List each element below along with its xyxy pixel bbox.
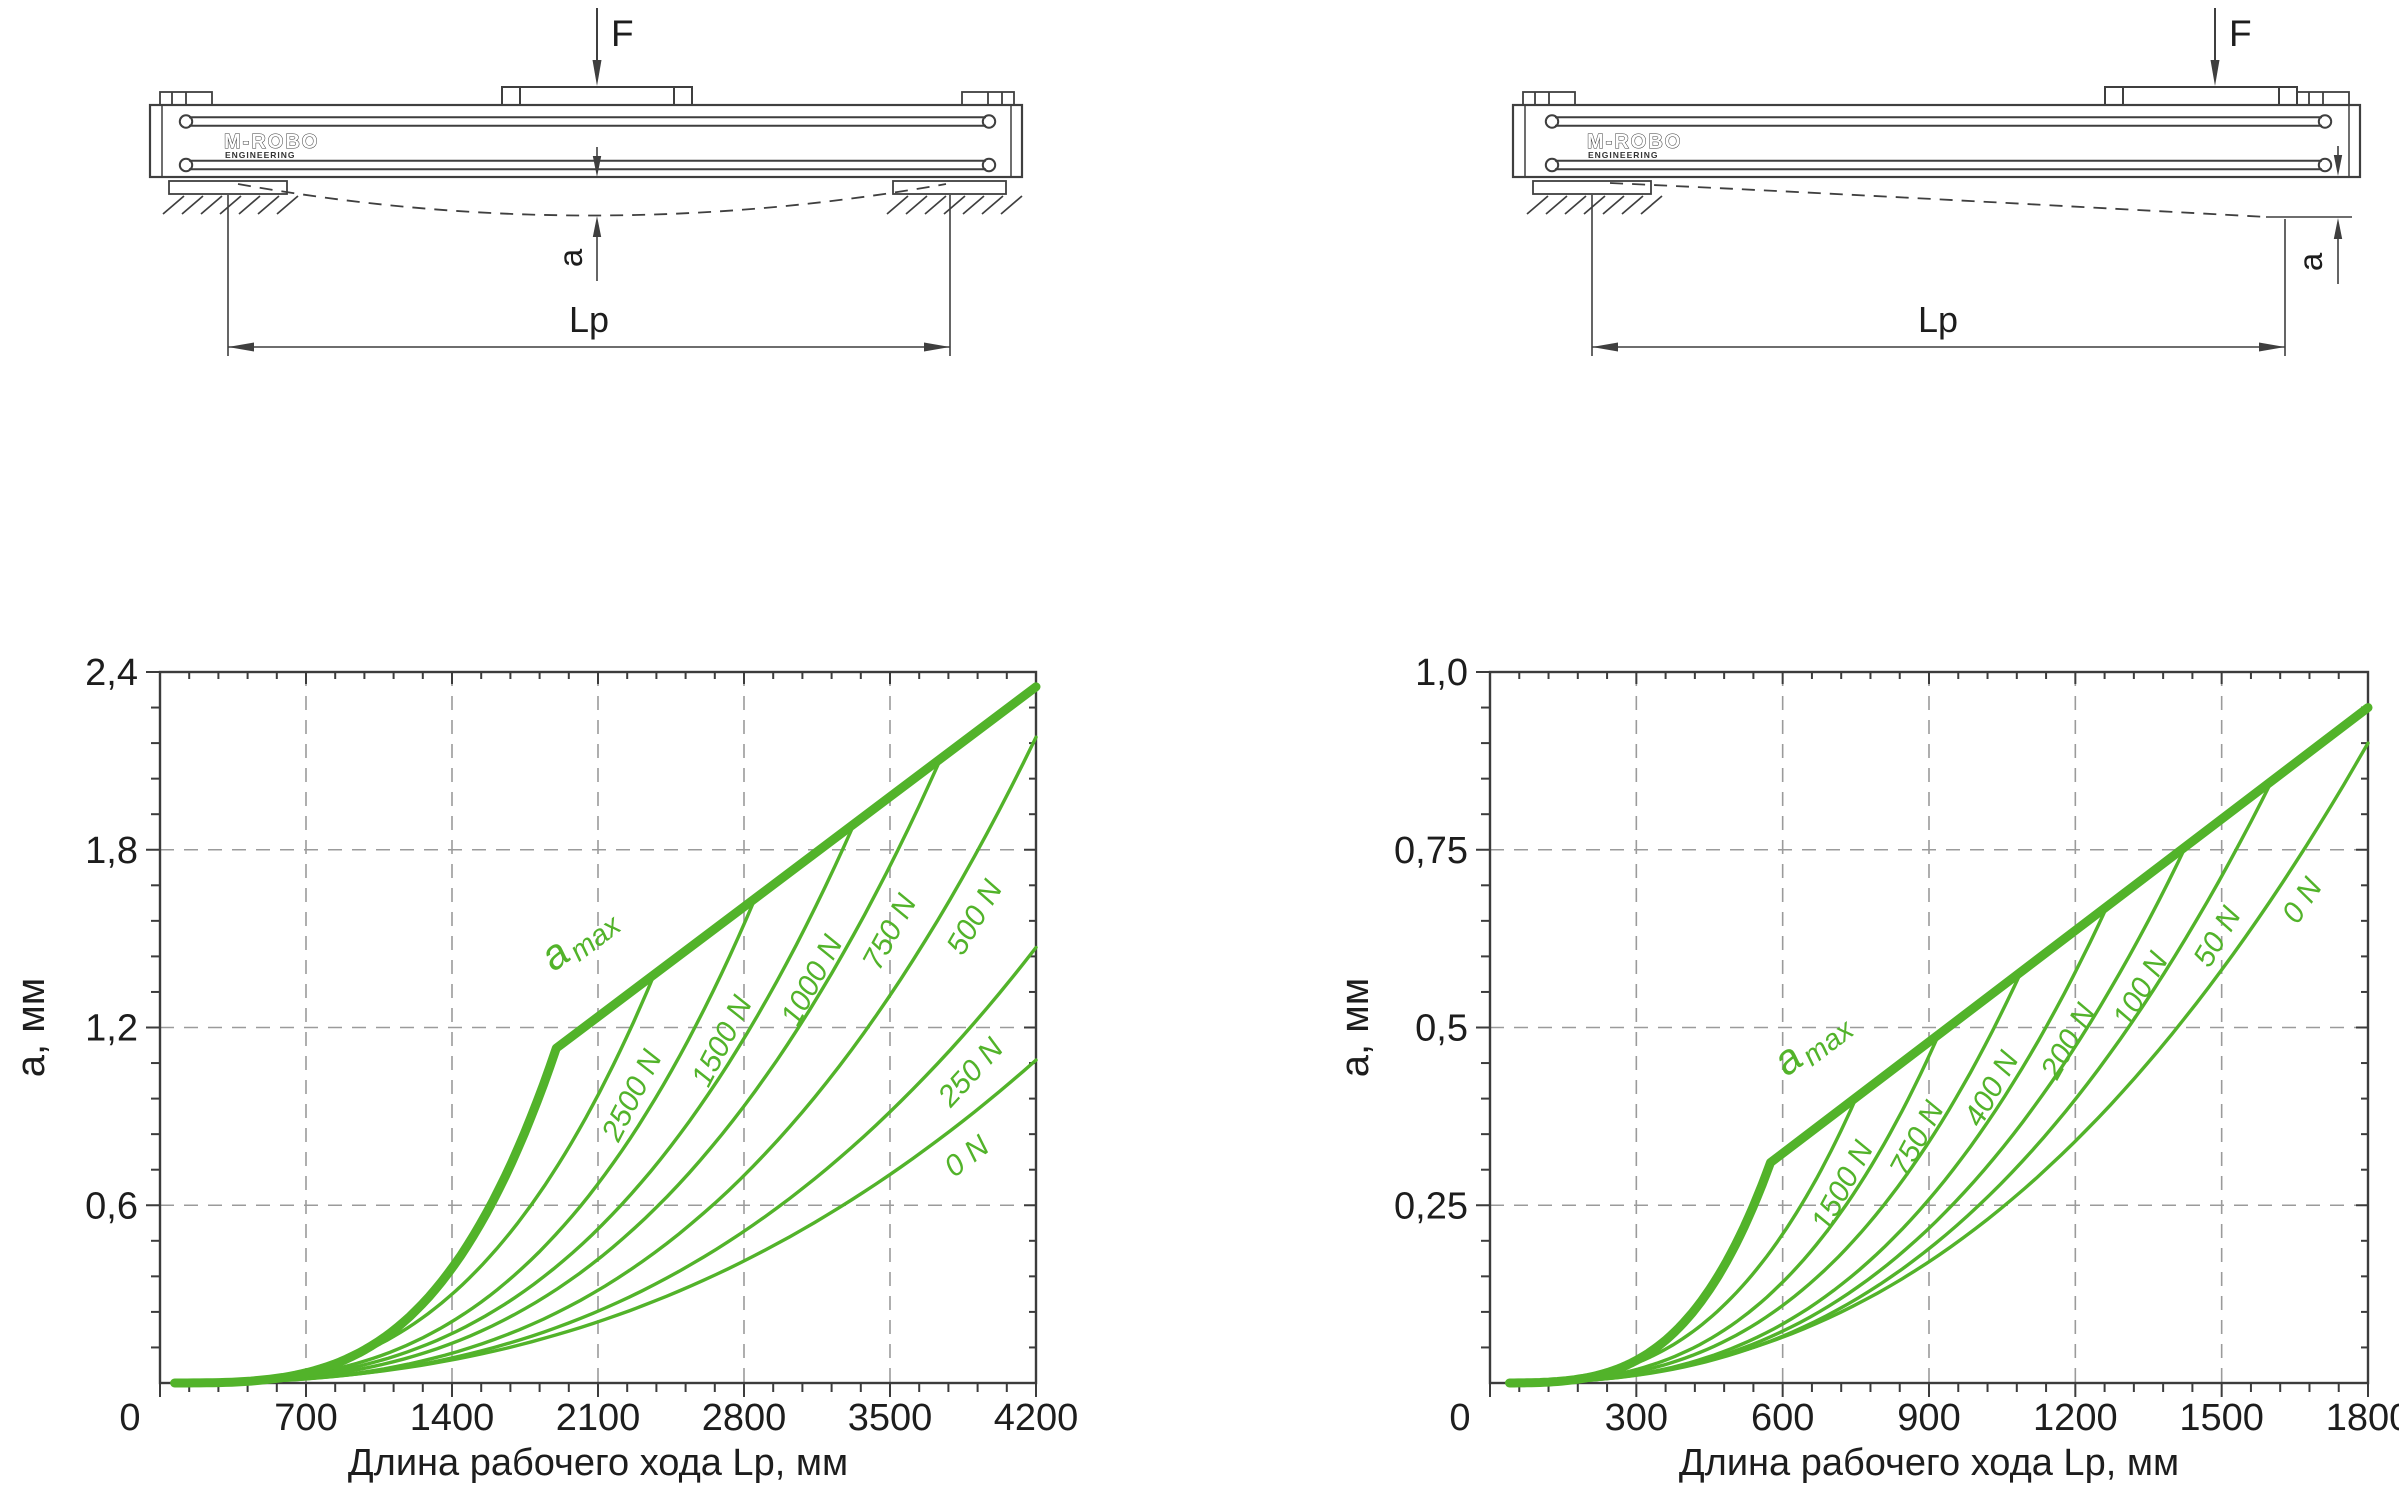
x-tick-label: 3500 bbox=[848, 1397, 933, 1439]
curve-0N bbox=[1507, 741, 2370, 1385]
slot-lower bbox=[1544, 157, 2333, 173]
grid bbox=[160, 672, 1036, 1383]
envelope-curve-amax bbox=[170, 682, 1041, 1388]
curve-label: 0 N bbox=[938, 1129, 995, 1184]
stroke-dimension bbox=[1591, 195, 2286, 356]
end-cap-right bbox=[2296, 91, 2350, 106]
axis-ticks bbox=[146, 671, 1037, 1397]
x-tick-label: 2100 bbox=[556, 1397, 641, 1439]
y-tick-label: 2,4 bbox=[85, 652, 138, 694]
y-tick-label: 0,5 bbox=[1415, 1008, 1468, 1050]
x-tick-label: 1200 bbox=[2033, 1397, 2118, 1439]
carriage bbox=[501, 86, 693, 106]
curve-1500N bbox=[172, 898, 757, 1385]
hatching bbox=[1526, 195, 1663, 215]
x-tick-label: 600 bbox=[1751, 1397, 1814, 1439]
left-deflection-chart: 0 700 1400 2100 2800 3500 4200 0,6 1,2 1,8 2,4 Длин… bbox=[9, 652, 1078, 1484]
y-tick-label: 0,6 bbox=[85, 1185, 138, 1227]
end-cap-left bbox=[1522, 91, 1576, 106]
left-beam-drawing: F bbox=[148, 8, 1024, 356]
deflection-dimension bbox=[592, 147, 602, 281]
envelope-label: amax bbox=[1764, 997, 1861, 1088]
end-cap-right bbox=[961, 91, 1015, 106]
end-cap-left bbox=[159, 91, 213, 106]
stroke-label: Lp bbox=[569, 299, 609, 340]
force-arrow bbox=[2210, 8, 2220, 86]
x-tick-label: 2800 bbox=[702, 1397, 787, 1439]
curve-label: 1000 N bbox=[775, 930, 850, 1031]
deflection-curve-dashed bbox=[237, 183, 947, 217]
slot-upper bbox=[178, 114, 997, 129]
curve-label: 750 N bbox=[1884, 1096, 1951, 1182]
y-tick-label: 1,8 bbox=[85, 830, 138, 872]
x-axis-title: Длина рабочего хода Lp, мм bbox=[1679, 1442, 2179, 1484]
y-tick-label: 0,75 bbox=[1394, 830, 1468, 872]
y-tick-label: 0,25 bbox=[1394, 1185, 1468, 1227]
logo-subtext: ENGINEERING bbox=[1588, 150, 1659, 160]
y-tick-label: 1,2 bbox=[85, 1008, 138, 1050]
y-tick-label: 1,0 bbox=[1415, 652, 1468, 694]
beam-body bbox=[148, 103, 1024, 179]
slot-lower bbox=[178, 157, 997, 173]
x-tick-label: 4200 bbox=[994, 1397, 1079, 1439]
x-tick-label: 0 bbox=[1449, 1397, 1470, 1439]
y-axis-title: a, мм bbox=[9, 978, 53, 1077]
logo: M-ROBO ENGINEERING bbox=[224, 131, 319, 161]
curve-label: 1500 N bbox=[685, 990, 759, 1091]
x-tick-label: 0 bbox=[119, 1397, 140, 1439]
grid bbox=[1490, 672, 2368, 1383]
logo-subtext: ENGINEERING bbox=[225, 150, 296, 160]
curve-label: 50 N bbox=[2187, 901, 2248, 973]
x-tick-label: 300 bbox=[1605, 1397, 1668, 1439]
curve-label: 250 N bbox=[931, 1032, 1010, 1114]
envelope-label: amax bbox=[531, 892, 628, 983]
envelope-curve-amax bbox=[1505, 703, 2373, 1388]
deflection-label: a bbox=[2292, 252, 2329, 271]
right-beam-drawing: F bbox=[1511, 8, 2362, 356]
force-label: F bbox=[2229, 13, 2252, 54]
stroke-dimension bbox=[227, 195, 951, 356]
support-right bbox=[886, 180, 1023, 215]
force-arrow bbox=[592, 8, 602, 86]
axis-ticks bbox=[1476, 671, 2369, 1397]
support-left bbox=[1526, 180, 1663, 215]
deflection-curve-dashed bbox=[1609, 182, 2268, 218]
x-tick-label: 1400 bbox=[410, 1397, 495, 1439]
hatching bbox=[886, 195, 1023, 215]
deflection-dimension bbox=[2333, 146, 2343, 284]
y-axis-title: a, мм bbox=[1333, 978, 1377, 1077]
curve-label: 200 N bbox=[2034, 998, 2103, 1085]
logo-text: M-ROBO bbox=[1587, 131, 1682, 153]
x-axis-title: Длина рабочего хода Lp, мм bbox=[348, 1442, 848, 1484]
x-tick-label: 1500 bbox=[2179, 1397, 2264, 1439]
slot-upper bbox=[1544, 114, 2333, 129]
logo: M-ROBO ENGINEERING bbox=[1587, 131, 1682, 161]
support-left bbox=[162, 180, 299, 215]
hatching bbox=[162, 195, 299, 215]
x-tick-label: 900 bbox=[1897, 1397, 1960, 1439]
curve-label: 500 N bbox=[940, 874, 1009, 960]
deflection-label: a bbox=[552, 248, 589, 267]
curve-label: 100 N bbox=[2107, 946, 2176, 1032]
curve-2500N bbox=[172, 972, 656, 1385]
x-tick-label: 700 bbox=[274, 1397, 337, 1439]
curve-0N bbox=[172, 1058, 1038, 1385]
curve-750N bbox=[172, 756, 943, 1385]
stroke-label: Lp bbox=[1918, 299, 1958, 340]
carriage bbox=[2104, 86, 2298, 106]
logo-text: M-ROBO bbox=[224, 131, 319, 153]
beam-body bbox=[1511, 103, 2362, 179]
force-label: F bbox=[611, 13, 634, 54]
